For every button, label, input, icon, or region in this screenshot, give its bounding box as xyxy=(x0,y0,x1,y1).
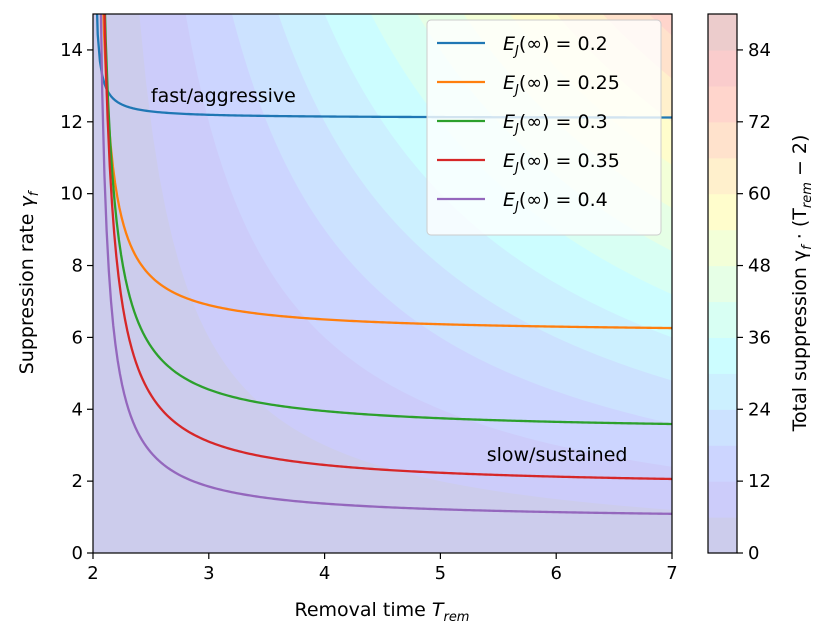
y-tick-label: 0 xyxy=(72,543,83,564)
colorbar-segment xyxy=(708,445,737,482)
y-tick-label: 12 xyxy=(60,112,83,133)
x-axis: 2 3 4 5 6 7 xyxy=(87,553,678,584)
series-line xyxy=(103,14,672,426)
x-axis-label: Removal time Trem xyxy=(295,599,470,625)
legend-label: EJ(∞) = 0.2 xyxy=(503,33,608,59)
y-tick-label: 8 xyxy=(72,256,83,277)
colorbar-segment xyxy=(708,301,737,338)
colorbar-tick-label: 72 xyxy=(748,112,771,133)
x-tick-label: 6 xyxy=(550,563,561,584)
legend-label: EJ(∞) = 0.3 xyxy=(503,111,608,137)
x-tick-label: 4 xyxy=(319,563,330,584)
series-line xyxy=(103,14,672,481)
colorbar-tick-label: 48 xyxy=(748,256,771,277)
colorbar-tick-label: 0 xyxy=(748,543,759,564)
plot-frame xyxy=(92,13,673,554)
y-axis-label: Suppression rate γf xyxy=(16,189,42,374)
y-tick-label: 6 xyxy=(72,327,83,348)
series-line xyxy=(99,14,672,515)
y-tick-label: 14 xyxy=(60,40,83,61)
x-tick-label: 5 xyxy=(435,563,446,584)
series-line xyxy=(102,14,672,330)
colorbar-segment xyxy=(708,14,737,51)
colorbar-tick-label: 60 xyxy=(748,184,771,205)
colorbar-segment xyxy=(708,337,737,374)
y-tick-label: 10 xyxy=(60,184,83,205)
colorbar-segment xyxy=(708,517,737,554)
colorbar-frame xyxy=(707,13,738,554)
colorbar-segment xyxy=(708,229,737,267)
y-axis: 0 2 4 6 8 10 12 14 xyxy=(60,40,93,564)
colorbar-segment xyxy=(708,85,737,123)
colorbar-segment xyxy=(708,193,737,231)
legend: EJ(∞) = 0.2 EJ(∞) = 0.25 EJ(∞) = 0.3 EJ(∞) … xyxy=(426,19,662,236)
annotations: fast/aggressive slow/sustained xyxy=(151,85,628,466)
colorbar-segment xyxy=(708,409,737,446)
x-tick-label: 2 xyxy=(87,563,98,584)
x-tick-label: 3 xyxy=(203,563,214,584)
colorbar-segment xyxy=(708,481,737,518)
x-tick-label: 7 xyxy=(666,563,677,584)
y-tick-label: 4 xyxy=(72,399,83,420)
colorbar-tick-label: 36 xyxy=(748,327,771,348)
colorbar-segment xyxy=(708,121,737,159)
annotation-text: fast/aggressive xyxy=(151,85,296,107)
colorbar: 0 12 24 36 48 60 72 84 xyxy=(707,13,771,564)
legend-box xyxy=(426,19,662,236)
annotation-text: slow/sustained xyxy=(487,444,628,466)
legend-label: EJ(∞) = 0.4 xyxy=(503,189,608,215)
legend-label: EJ(∞) = 0.25 xyxy=(503,72,620,98)
colorbar-segment xyxy=(708,373,737,410)
colorbar-tick-label: 12 xyxy=(748,471,771,492)
y-tick-label: 2 xyxy=(72,471,83,492)
colorbar-segment xyxy=(708,157,737,195)
colorbar-segment xyxy=(708,49,737,87)
legend-label: EJ(∞) = 0.35 xyxy=(503,150,620,176)
colorbar-tick-label: 24 xyxy=(748,399,771,420)
colorbar-tick-label: 84 xyxy=(748,40,771,61)
colorbar-label: Total suppression γf · (Trem − 2) xyxy=(789,135,815,433)
colorbar-segment xyxy=(708,265,737,303)
